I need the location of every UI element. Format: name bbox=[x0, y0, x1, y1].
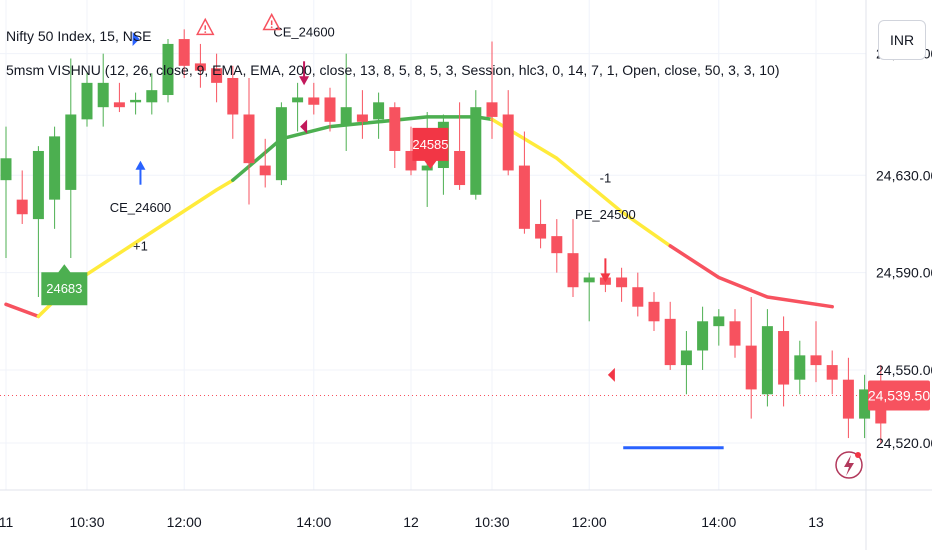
candle-body bbox=[211, 68, 223, 83]
candle-body bbox=[259, 165, 271, 176]
price-axis-label: 24,630.00 bbox=[876, 167, 932, 183]
moving-average-line bbox=[668, 244, 834, 309]
signal-flag-left bbox=[300, 119, 308, 134]
candle-body bbox=[49, 136, 61, 200]
candle-body bbox=[648, 301, 660, 322]
candle-body bbox=[405, 150, 417, 171]
candle-body bbox=[794, 355, 806, 380]
candle-body bbox=[680, 350, 692, 366]
candle-body bbox=[178, 39, 190, 66]
time-axis-label: 11 bbox=[0, 514, 13, 530]
candle-body bbox=[162, 43, 174, 96]
candle-body bbox=[65, 114, 77, 190]
signal-label-up bbox=[41, 264, 88, 306]
candle-body bbox=[761, 326, 773, 395]
time-axis-label: 14:00 bbox=[701, 514, 736, 530]
candle-body bbox=[324, 97, 336, 122]
currency-button[interactable]: INR bbox=[878, 20, 926, 60]
warning-icon-dot bbox=[204, 31, 207, 34]
warning-icon-dot bbox=[270, 26, 273, 29]
signal-text: -1 bbox=[298, 0, 310, 3]
candle-body bbox=[486, 102, 498, 117]
time-axis-label: 13 bbox=[808, 514, 824, 530]
signal-text: -1 bbox=[600, 171, 612, 186]
candle-body bbox=[551, 236, 563, 254]
candle-body bbox=[859, 389, 871, 419]
time-axis-label: 12:00 bbox=[167, 514, 202, 530]
candle-body bbox=[713, 316, 725, 327]
signal-text: CE_24600 bbox=[273, 25, 334, 40]
candle-body bbox=[583, 277, 595, 283]
candle-body bbox=[308, 97, 320, 105]
arrow-down-head bbox=[299, 76, 310, 86]
candle-body bbox=[470, 107, 482, 195]
candle-body bbox=[146, 90, 158, 103]
signal-label-down bbox=[412, 127, 449, 169]
price-axis-label: 24,550.00 bbox=[876, 362, 932, 378]
candle-body bbox=[389, 107, 401, 151]
candle-body bbox=[227, 77, 239, 115]
candle-body bbox=[194, 63, 206, 71]
lightning-icon-bolt bbox=[844, 455, 854, 476]
candle-body bbox=[454, 150, 466, 186]
candle-body bbox=[632, 287, 644, 307]
candle-body bbox=[356, 114, 368, 122]
candle-body bbox=[32, 150, 44, 220]
time-axis-label: 12 bbox=[403, 514, 419, 530]
candle-body bbox=[810, 355, 822, 366]
signal-flag-left bbox=[607, 367, 615, 382]
signal-flag-right bbox=[132, 32, 140, 47]
signal-text: +1 bbox=[133, 239, 148, 254]
candle-body bbox=[729, 321, 741, 346]
candle-body bbox=[778, 331, 790, 385]
candle-body bbox=[421, 165, 433, 171]
price-axis-label: 24,520.00 bbox=[876, 435, 932, 451]
moving-average-line bbox=[490, 117, 672, 248]
candle-body bbox=[664, 318, 676, 366]
candle-body bbox=[97, 82, 109, 108]
candle-body bbox=[502, 114, 514, 171]
candle-body bbox=[340, 107, 352, 125]
time-axis-label: 14:00 bbox=[296, 514, 331, 530]
candle-body bbox=[842, 379, 854, 419]
warning-icon bbox=[196, 17, 215, 36]
candle-body bbox=[81, 82, 93, 120]
candle-body bbox=[535, 223, 547, 239]
current-price-tag bbox=[868, 380, 930, 411]
signal-text: CE_24600 bbox=[110, 200, 171, 215]
candle-body bbox=[16, 199, 28, 215]
arrow-down-head bbox=[600, 273, 611, 283]
candle-body bbox=[697, 321, 709, 351]
candle-body bbox=[243, 114, 255, 164]
candle-body bbox=[292, 97, 304, 103]
candle-body bbox=[518, 165, 530, 229]
signal-label-text: 24683 bbox=[46, 281, 82, 296]
candle-body bbox=[130, 99, 142, 103]
arrow-up-head bbox=[135, 160, 146, 170]
notification-dot bbox=[855, 452, 861, 458]
current-price-label: 24,539.50 bbox=[868, 387, 930, 403]
candle-body bbox=[113, 102, 125, 108]
candle-body bbox=[567, 253, 579, 288]
candle-body bbox=[275, 107, 287, 181]
time-axis-label: 12:00 bbox=[572, 514, 607, 530]
time-axis-label: 10:30 bbox=[69, 514, 104, 530]
candle-body bbox=[616, 277, 628, 288]
moving-average-line bbox=[4, 302, 41, 319]
indicator-legend[interactable]: 5msm VISHNU (12, 26, close, 9, EMA, EMA,… bbox=[6, 62, 780, 78]
signal-label-text: 24585 bbox=[412, 137, 448, 152]
currency-label: INR bbox=[889, 32, 915, 48]
price-axis-label: 24,590.00 bbox=[876, 265, 932, 281]
candle-body bbox=[373, 102, 385, 120]
signal-text: PE_24500 bbox=[575, 207, 636, 222]
symbol-title[interactable]: Nifty 50 Index, 15, NSE bbox=[6, 28, 152, 44]
time-axis-label: 10:30 bbox=[474, 514, 509, 530]
candle-body bbox=[745, 345, 757, 390]
candle-body bbox=[826, 365, 838, 380]
candle-body bbox=[0, 158, 12, 181]
warning-icon bbox=[262, 12, 281, 31]
